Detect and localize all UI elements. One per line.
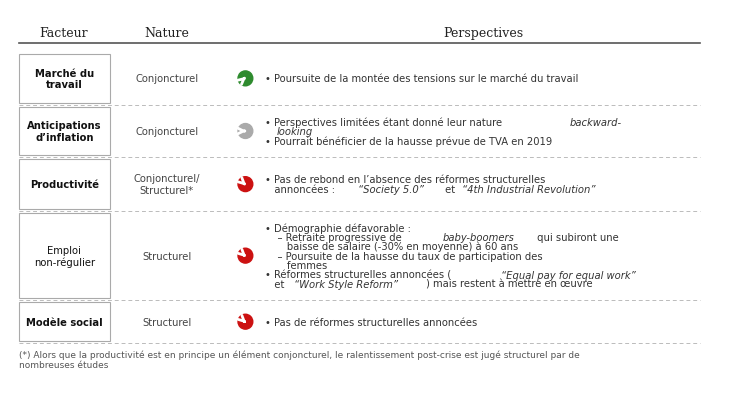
- Text: • Perspectives limitées étant donné leur nature: • Perspectives limitées étant donné leur…: [265, 117, 505, 128]
- Text: et: et: [265, 279, 288, 289]
- Text: Nature: Nature: [145, 27, 189, 40]
- Text: Conjoncturel: Conjoncturel: [135, 74, 199, 84]
- Text: Conjoncturel/
Structurel*: Conjoncturel/ Structurel*: [134, 174, 200, 196]
- Text: Conjoncturel: Conjoncturel: [135, 127, 199, 137]
- Text: baisse de salaire (-30% en moyenne) à 60 ans: baisse de salaire (-30% en moyenne) à 60…: [265, 241, 518, 252]
- Text: Anticipations
d’inflation: Anticipations d’inflation: [27, 121, 101, 142]
- Text: et: et: [442, 184, 458, 194]
- Text: looking: looking: [277, 127, 313, 137]
- Text: Facteur: Facteur: [39, 27, 88, 40]
- Text: • Démographie défavorable :: • Démographie défavorable :: [265, 222, 411, 233]
- Circle shape: [238, 249, 253, 263]
- Text: “Society 5.0”: “Society 5.0”: [358, 184, 424, 194]
- Text: femmes: femmes: [265, 261, 327, 270]
- Text: baby-boomers: baby-boomers: [442, 232, 515, 242]
- Text: Marché du
travail: Marché du travail: [35, 68, 94, 90]
- Text: Emploi
non-régulier: Emploi non-régulier: [34, 245, 95, 267]
- Text: Structurel: Structurel: [142, 251, 191, 261]
- Text: Productivité: Productivité: [30, 180, 99, 190]
- Circle shape: [238, 177, 253, 192]
- FancyBboxPatch shape: [19, 108, 110, 156]
- Text: Perspectives: Perspectives: [443, 27, 523, 40]
- Text: Modèle social: Modèle social: [26, 317, 103, 327]
- Text: (*) Alors que la productivité est en principe un élément conjoncturel, le ralent: (*) Alors que la productivité est en pri…: [19, 349, 580, 369]
- Text: • Pourrait bénéficier de la hausse prévue de TVA en 2019: • Pourrait bénéficier de la hausse prévu…: [265, 136, 553, 146]
- Circle shape: [238, 72, 253, 87]
- FancyBboxPatch shape: [19, 213, 110, 299]
- Text: “4th Industrial Revolution”: “4th Industrial Revolution”: [462, 184, 596, 194]
- FancyBboxPatch shape: [19, 303, 110, 341]
- Text: • Pas de rebond en l’absence des réformes structurelles: • Pas de rebond en l’absence des réforme…: [265, 175, 545, 185]
- Text: – Retraite progressive de: – Retraite progressive de: [265, 232, 405, 242]
- Text: – Poursuite de la hausse du taux de participation des: – Poursuite de la hausse du taux de part…: [265, 251, 542, 261]
- Text: Structurel: Structurel: [142, 317, 191, 327]
- Text: • Pas de réformes structurelles annoncées: • Pas de réformes structurelles annoncée…: [265, 317, 477, 327]
- Text: “Equal pay for equal work”: “Equal pay for equal work”: [502, 270, 636, 280]
- Text: annoncées :: annoncées :: [265, 184, 338, 194]
- FancyBboxPatch shape: [19, 160, 110, 209]
- FancyBboxPatch shape: [19, 55, 110, 103]
- Circle shape: [238, 315, 253, 329]
- Text: backward-: backward-: [570, 117, 622, 127]
- Text: qui subiront une: qui subiront une: [534, 232, 618, 242]
- Circle shape: [238, 124, 253, 139]
- Text: • Réformes structurelles annoncées (: • Réformes structurelles annoncées (: [265, 270, 451, 280]
- Text: ) mais restent à mettre en œuvre: ) mais restent à mettre en œuvre: [426, 279, 592, 289]
- Text: • Poursuite de la montée des tensions sur le marché du travail: • Poursuite de la montée des tensions su…: [265, 74, 578, 84]
- Text: “Work Style Reform”: “Work Style Reform”: [293, 279, 398, 289]
